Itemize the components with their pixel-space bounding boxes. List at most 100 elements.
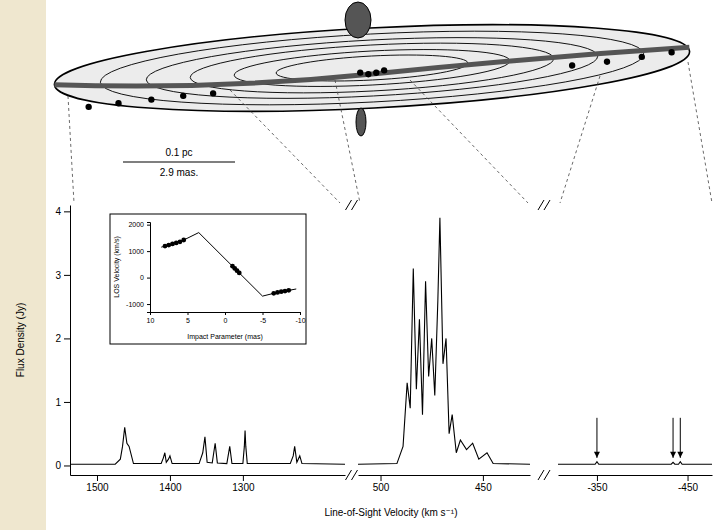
tick-label: -5 xyxy=(260,317,266,324)
tick-mark xyxy=(597,475,598,481)
maser-spot xyxy=(148,96,155,103)
jet-south xyxy=(356,108,366,136)
tick-label: 3 xyxy=(55,270,61,281)
x-axis: 1500 1400 1300 xyxy=(71,475,346,493)
arrow xyxy=(594,418,600,458)
tick-label: 2 xyxy=(55,333,61,344)
axis-line xyxy=(147,223,151,313)
guide-line xyxy=(335,80,360,203)
tick: 2000 xyxy=(128,221,150,228)
inset-frame xyxy=(110,214,306,344)
maser-spot xyxy=(180,93,187,100)
maser-point xyxy=(286,288,291,293)
tick: 1000 xyxy=(128,248,150,255)
tick-mark xyxy=(147,304,150,305)
break-mark xyxy=(538,470,544,480)
jet-north xyxy=(345,2,371,38)
tick-label: 4 xyxy=(55,206,61,217)
tick-label: 1300 xyxy=(232,482,255,493)
plot-area xyxy=(70,427,345,464)
tick-mark xyxy=(147,278,150,279)
tick: 1400 xyxy=(159,475,182,493)
disk-ring xyxy=(145,28,599,108)
tick-mark xyxy=(688,475,689,481)
arrow-shaft xyxy=(673,418,674,458)
disk-ring xyxy=(52,11,691,124)
tick-mark xyxy=(225,312,226,315)
disk-diagram: 0.1 pc2.9 mas. xyxy=(52,2,712,203)
tick-mark xyxy=(483,475,484,481)
maser-spot xyxy=(381,67,388,74)
tick-mark xyxy=(64,211,70,212)
x-axis: 500 450 xyxy=(359,475,531,493)
guide-line xyxy=(560,76,600,203)
spectrum-line xyxy=(558,462,712,465)
tick: 3 xyxy=(55,270,70,281)
tick-label: 1400 xyxy=(159,482,182,493)
tick: 0 xyxy=(224,312,228,324)
maser-spot xyxy=(604,58,611,65)
tick-label: 1000 xyxy=(128,248,144,255)
tick: -5 xyxy=(260,312,266,324)
maser-spot xyxy=(365,71,372,78)
tick: 10 xyxy=(147,312,155,324)
disk-ring xyxy=(233,44,510,92)
break-mark xyxy=(352,200,358,210)
tick: 4 xyxy=(55,206,70,217)
tick: 450 xyxy=(475,475,492,493)
axis-line xyxy=(71,475,346,476)
tick: -10 xyxy=(295,312,305,324)
tick-mark xyxy=(381,475,382,481)
axis-line xyxy=(151,313,301,316)
tick-mark xyxy=(64,275,70,276)
tick-label: 500 xyxy=(373,482,390,493)
tick-label: -450 xyxy=(678,482,698,493)
maser-spot xyxy=(85,104,92,111)
disk-ring xyxy=(189,36,555,101)
break-mark xyxy=(544,200,550,210)
axis-title: Impact Parameter (mas) xyxy=(187,333,262,341)
tick: -350 xyxy=(587,475,607,493)
tick-mark xyxy=(300,312,301,315)
plot-area xyxy=(358,218,530,464)
spectrum-line xyxy=(70,427,345,464)
tick: 2 xyxy=(55,333,70,344)
arrow xyxy=(677,418,683,458)
break-mark xyxy=(346,470,352,480)
tick: 5 xyxy=(186,312,190,324)
arrow xyxy=(670,418,676,458)
tick-mark xyxy=(64,465,70,466)
tick-label: 1 xyxy=(55,397,61,408)
y-axis: 0 1 2 3 4 xyxy=(55,206,70,476)
tick: -1000 xyxy=(126,301,150,308)
tick-label: 2000 xyxy=(128,221,144,228)
axis-break xyxy=(538,200,550,480)
maser-spot xyxy=(357,69,364,76)
break-mark xyxy=(346,200,352,210)
maser-point xyxy=(181,238,186,243)
tick: 1500 xyxy=(86,475,109,493)
tick-label: -350 xyxy=(587,482,607,493)
spectrum-line xyxy=(358,218,530,464)
tick-mark xyxy=(263,312,264,315)
axis-break xyxy=(346,200,358,480)
break-mark xyxy=(538,200,544,210)
maser-point xyxy=(237,271,242,276)
axis-title: LOS Velocity (km/s) xyxy=(113,236,121,297)
tick-label: 0 xyxy=(55,460,61,471)
tick: 1300 xyxy=(232,475,255,493)
tick: 1 xyxy=(55,397,70,408)
maser-spot xyxy=(210,90,217,97)
tick-mark xyxy=(64,338,70,339)
arrow-head xyxy=(594,452,600,458)
axis-title: Line-of-Sight Velocity (km s⁻¹) xyxy=(324,507,457,518)
arrow-head xyxy=(677,452,683,458)
tick-mark xyxy=(147,225,150,226)
break-mark xyxy=(352,470,358,480)
tick: 0 xyxy=(140,274,150,281)
tick-mark xyxy=(170,475,171,481)
axis-line xyxy=(359,475,531,476)
tick-mark xyxy=(97,475,98,481)
maser-spot xyxy=(373,69,380,76)
disk xyxy=(52,11,691,124)
